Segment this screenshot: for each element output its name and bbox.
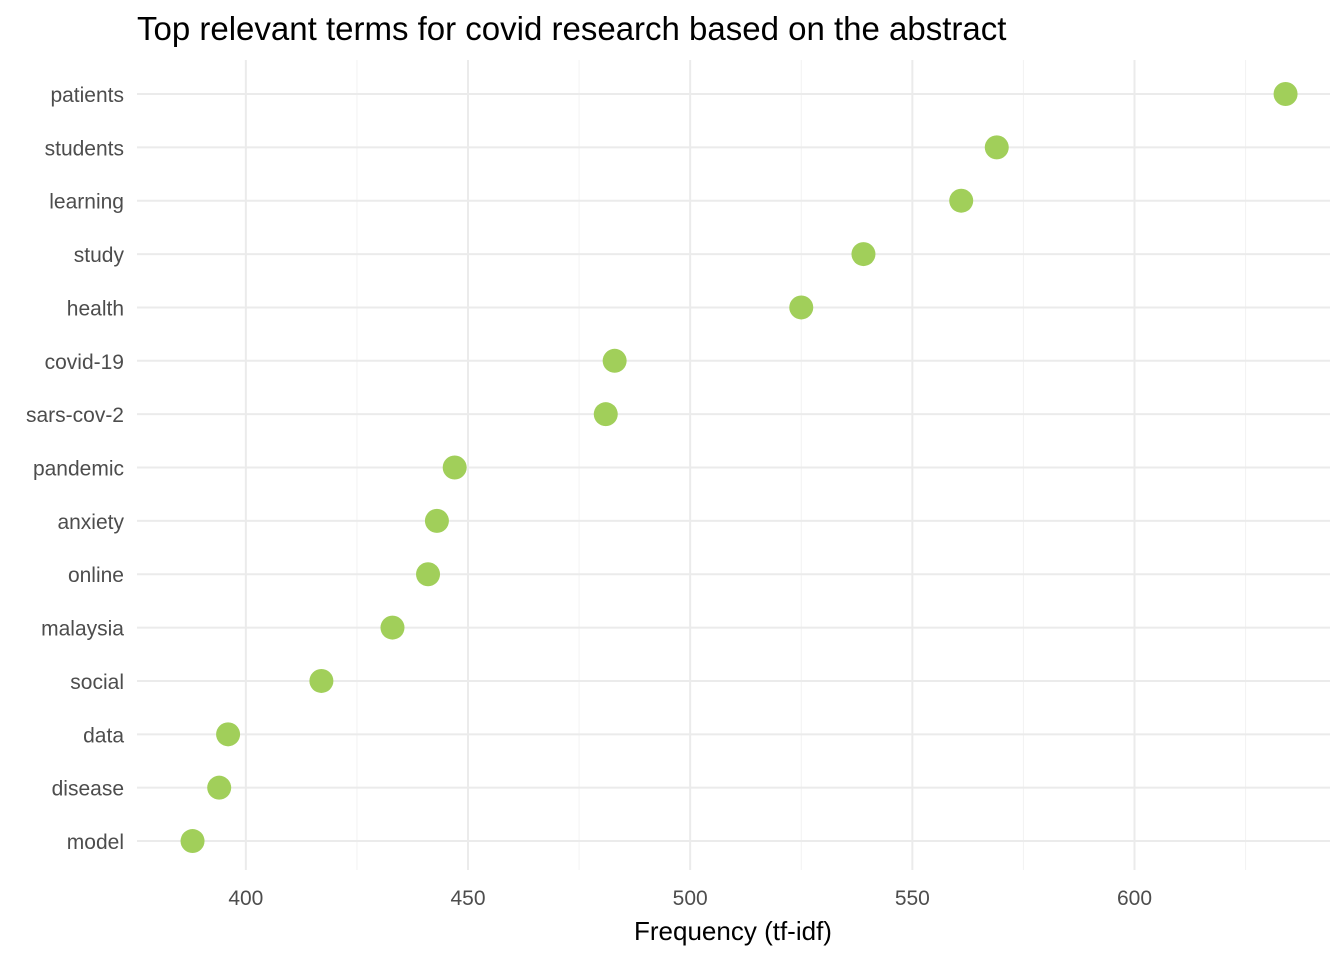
data-point — [789, 295, 814, 320]
data-point — [593, 402, 618, 427]
data-point — [442, 455, 467, 480]
y-tick-label: pandemic — [33, 458, 124, 481]
x-tick-label: 400 — [228, 887, 263, 910]
data-point — [416, 562, 441, 587]
data-point — [180, 829, 205, 854]
y-tick-label: sars-cov-2 — [26, 404, 124, 427]
chart-title: Top relevant terms for covid research ba… — [137, 10, 1007, 47]
data-point — [380, 615, 405, 640]
y-tick-label: students — [45, 137, 124, 160]
y-tick-label: patients — [50, 84, 124, 107]
y-tick-label: online — [68, 564, 124, 587]
y-tick-label: health — [67, 297, 124, 320]
y-tick-label: model — [67, 831, 124, 854]
data-point — [949, 188, 974, 213]
data-point — [207, 775, 232, 800]
y-tick-label: data — [83, 724, 124, 747]
y-axis-labels: patients students learning study health covid… — [26, 84, 125, 854]
y-tick-label: learning — [49, 191, 124, 214]
grid-lines — [137, 60, 1330, 870]
data-point — [424, 508, 449, 533]
y-tick-label: anxiety — [57, 511, 124, 534]
x-tick-label: 450 — [450, 887, 485, 910]
data-point — [851, 242, 876, 267]
data-point — [984, 135, 1009, 160]
x-tick-label: 500 — [673, 887, 708, 910]
y-tick-label: study — [74, 244, 125, 267]
x-tick-label: 550 — [895, 887, 930, 910]
y-tick-label: social — [70, 671, 124, 694]
x-axis-title: Frequency (tf-idf) — [634, 916, 832, 946]
data-point — [216, 722, 241, 747]
data-point — [1273, 82, 1298, 106]
data-points — [180, 82, 1298, 854]
y-tick-label: covid-19 — [45, 351, 124, 374]
y-tick-label: disease — [52, 778, 124, 801]
y-tick-label: malaysia — [41, 618, 124, 641]
data-point — [309, 668, 334, 693]
x-axis-labels: 400 450 500 550 600 — [228, 887, 1152, 910]
x-tick-label: 600 — [1117, 887, 1152, 910]
data-point — [602, 348, 627, 373]
